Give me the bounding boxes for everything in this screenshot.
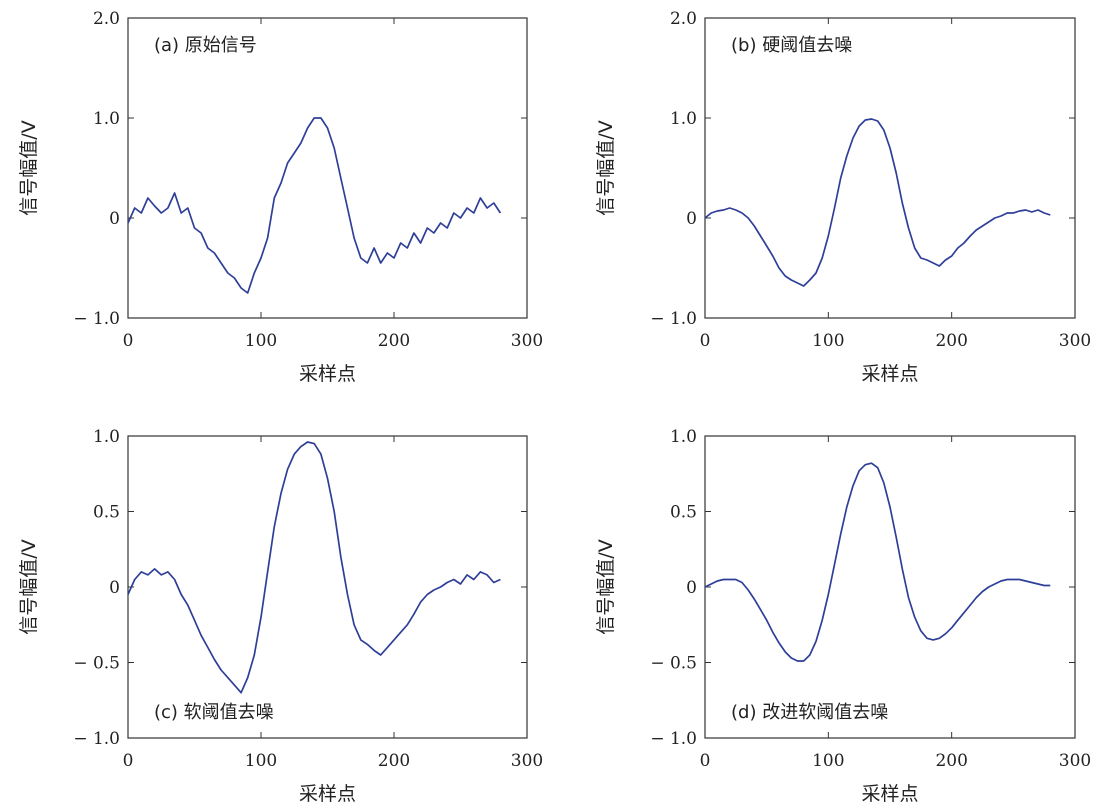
y-tick-label: 1.0	[670, 427, 697, 447]
x-tick-label: 300	[511, 751, 543, 771]
panel-title: (c) 软阈值去噪	[154, 702, 274, 723]
plot-frame	[704, 435, 1076, 739]
y-tick-label: 0.5	[93, 503, 120, 523]
y-axis-label: 信号幅值/V	[595, 120, 617, 215]
x-tick-label: 300	[1059, 751, 1091, 771]
y-tick-label: 1.0	[670, 109, 697, 129]
series-line	[704, 118, 1051, 287]
x-tick-label: 0	[700, 331, 711, 351]
y-tick-label: − 1.0	[73, 309, 120, 329]
y-tick-label: 2.0	[93, 9, 120, 29]
y-axis-label: 信号幅值/V	[18, 120, 40, 215]
chart-panel-4: 0 100 200 300 1.0 0.5 0 − 0.5 − 1.0 采样点 信号幅值/V (d) …	[595, 427, 1091, 805]
x-tick-label: 200	[935, 751, 967, 771]
x-tick-label: 0	[123, 751, 134, 771]
y-tick-label: 0	[686, 209, 697, 229]
x-tick-label: 300	[511, 331, 543, 351]
y-tick-label: 0	[109, 209, 120, 229]
x-tick-label: 100	[245, 751, 277, 771]
y-tick-label: − 0.5	[650, 654, 697, 674]
plot-frame	[127, 17, 528, 319]
x-axis-label: 采样点	[861, 783, 918, 805]
x-tick-label: 200	[378, 331, 410, 351]
y-axis-label: 信号幅值/V	[595, 539, 617, 634]
x-tick-label: 100	[245, 331, 277, 351]
x-tick-label: 300	[1059, 331, 1091, 351]
plot-frame	[704, 17, 1076, 319]
series-line	[127, 441, 501, 694]
x-tick-label: 100	[812, 751, 844, 771]
x-axis-label: 采样点	[299, 363, 356, 385]
y-tick-label: 0	[109, 578, 120, 598]
y-tick-label: 1.0	[93, 427, 120, 447]
y-tick-label: − 0.5	[73, 654, 120, 674]
x-tick-label: 100	[812, 331, 844, 351]
series-line	[127, 117, 502, 294]
x-tick-label: 200	[378, 751, 410, 771]
x-axis-label: 采样点	[299, 783, 356, 805]
y-tick-label: − 1.0	[73, 729, 120, 749]
y-axis-label: 信号幅值/V	[18, 539, 40, 634]
y-tick-label: 0	[686, 578, 697, 598]
x-tick-label: 0	[123, 331, 134, 351]
panel-title: (d) 改进软阈值去噪	[731, 702, 888, 723]
panel-title: (b) 硬阈值去噪	[731, 35, 852, 56]
chart-panel-3: 0 100 200 300 1.0 0.5 0 − 0.5 − 1.0 采样点 信号幅值/V (c) …	[18, 427, 543, 805]
y-tick-label: 0.5	[670, 503, 697, 523]
y-tick-label: 2.0	[670, 9, 697, 29]
y-tick-label: 1.0	[93, 109, 120, 129]
x-tick-label: 0	[700, 751, 711, 771]
y-tick-label: − 1.0	[650, 309, 697, 329]
y-tick-label: − 1.0	[650, 729, 697, 749]
series-line	[704, 462, 1051, 662]
x-tick-label: 200	[935, 331, 967, 351]
panel-title: (a) 原始信号	[154, 35, 257, 56]
x-axis-label: 采样点	[861, 363, 918, 385]
